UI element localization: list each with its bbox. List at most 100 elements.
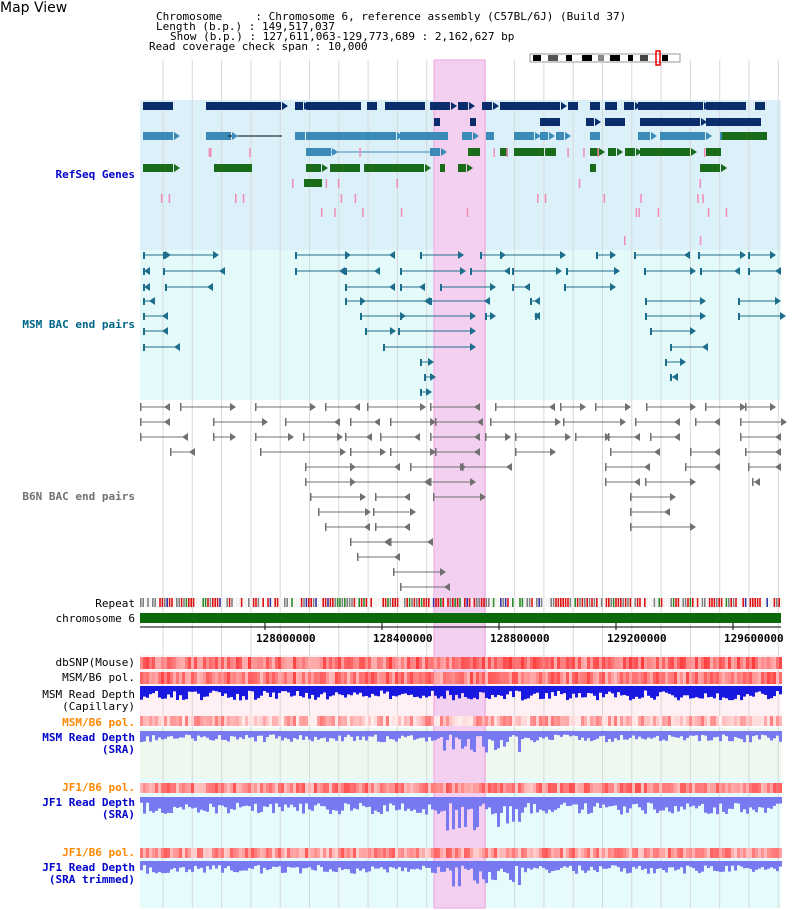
- jf1-sra-depth-bar: [341, 797, 344, 811]
- jf1-trimmed-depth-bar: [329, 861, 332, 870]
- msm-sra-depth-bar: [218, 731, 221, 736]
- msm-read-depth-capillary-label[interactable]: MSM Read Depth: [42, 688, 135, 701]
- jf1-read-depth-sra-label[interactable]: JF1 Read Depth: [42, 796, 135, 809]
- jf1-sra-depth-bar: [479, 797, 482, 807]
- bac-end-mark: [373, 508, 375, 516]
- dbsnp-heat-cell: [740, 657, 743, 669]
- repeat-label: Repeat: [95, 597, 135, 610]
- bac-end-mark: [213, 418, 215, 426]
- capillary-depth-bar: [167, 686, 170, 695]
- msm-sra-depth-bar: [770, 731, 773, 741]
- bac-end-mark: [345, 284, 347, 291]
- jf1-b6-pol-heat-cell: [182, 783, 185, 793]
- jf1-b6-pol-2-heat-cell: [191, 848, 194, 858]
- bac-end-arrow: [384, 538, 390, 546]
- dbsnp-heat-cell: [437, 657, 440, 669]
- msm-sra-depth-bar: [299, 731, 302, 736]
- msm-sra-depth-bar: [197, 731, 200, 736]
- bac-end-arrow: [164, 418, 170, 426]
- refseq-fragment: [334, 208, 336, 217]
- msm-bac-label[interactable]: MSM BAC end pairs: [22, 318, 135, 331]
- repeat-mark: [420, 598, 423, 607]
- msm-sra-depth-bar: [590, 731, 593, 742]
- jf1-b6-pol-2-heat-cell: [773, 848, 776, 858]
- jf1-sra-depth-bar: [197, 797, 200, 813]
- dbsnp-heat-cell: [251, 657, 254, 669]
- jf1-sra-depth-bar: [194, 797, 197, 808]
- bac-end-arrow: [556, 267, 562, 275]
- jf1-b6-pol-2-heat-cell: [386, 848, 389, 858]
- dbsnp-heat-cell: [287, 657, 290, 669]
- repeat-mark: [586, 598, 588, 607]
- capillary-depth-bar: [569, 686, 572, 699]
- bac-end-mark: [646, 403, 648, 411]
- jf1-b6-pol-heat-cell: [260, 783, 263, 793]
- jf1-sra-depth-bar: [395, 797, 398, 811]
- jf1-sra-depth-bar: [743, 797, 746, 810]
- repeat-mark: [471, 598, 473, 607]
- jf1-b6-pol-heat-cell: [686, 783, 689, 793]
- msm-b6-pol-sra-heat-cell: [767, 716, 770, 726]
- dbsnp-heat-cell: [455, 657, 458, 669]
- msm-b6-pol-heat-cell: [641, 672, 644, 684]
- repeat-mark: [272, 598, 274, 607]
- msm-b6-pol-sra-label[interactable]: MSM/B6 pol.: [62, 716, 135, 729]
- capillary-depth-bar: [560, 686, 563, 695]
- jf1-sra-depth-bar: [257, 797, 260, 813]
- jf1-b6-pol-2-heat-cell: [452, 848, 455, 858]
- repeat-mark: [416, 598, 418, 607]
- msm-sra-depth-bar: [359, 731, 362, 740]
- bac-end-mark: [163, 268, 165, 275]
- jf1-sra-depth-bar: [686, 797, 689, 804]
- bac-end-mark: [430, 298, 432, 305]
- jf1-b6-pol-2-heat-cell: [314, 848, 317, 858]
- msm-b6-pol-sra-heat-cell: [545, 716, 548, 726]
- capillary-depth-bar: [212, 686, 215, 691]
- refseq-fragment: [400, 208, 403, 217]
- msm-b6-pol-heat-cell: [563, 672, 566, 684]
- jf1-trimmed-depth-bar: [254, 861, 257, 866]
- capillary-depth-bar: [707, 686, 710, 698]
- jf1-trimmed-depth-bar: [674, 861, 677, 871]
- gene-strand-arrow: [701, 118, 707, 126]
- dbsnp-heat-cell: [347, 657, 350, 669]
- jf1-trimmed-depth-bar: [539, 861, 542, 867]
- jf1-b6-pol-2-label[interactable]: JF1/B6 pol.: [62, 846, 135, 859]
- jf1-trimmed-depth-bar: [614, 861, 617, 866]
- jf1-b6-pol-label[interactable]: JF1/B6 pol.: [62, 781, 135, 794]
- msm-b6-pol-label[interactable]: MSM/B6 pol.: [62, 671, 135, 684]
- jf1-b6-pol-2-heat-cell: [584, 848, 587, 858]
- msm-b6-pol-heat-cell: [233, 672, 236, 684]
- msm-read-depth-sra-label[interactable]: MSM Read Depth: [42, 731, 135, 744]
- jf1-b6-pol-2-heat-cell: [173, 848, 176, 858]
- msm-b6-pol-heat-cell: [767, 672, 770, 684]
- jf1-sra-depth-bar: [152, 797, 155, 813]
- capillary-depth-bar: [719, 686, 722, 701]
- refseq-fragment: [638, 208, 640, 217]
- msm-sra-depth-bar: [308, 731, 311, 740]
- dbsnp-heat-cell: [368, 657, 371, 669]
- jf1-sra-depth-bar: [518, 797, 521, 822]
- dbsnp-heat-cell: [338, 657, 341, 669]
- jf1-b6-pol-2-heat-cell: [311, 848, 314, 858]
- b6n-bac-label[interactable]: B6N BAC end pairs: [22, 490, 135, 503]
- dbsnp-heat-cell: [449, 657, 452, 669]
- jf1-sra-depth-bar: [599, 797, 602, 808]
- refseq-genes-label[interactable]: RefSeq Genes: [55, 168, 135, 181]
- jf1-b6-pol-heat-cell: [662, 783, 665, 793]
- msm-b6-pol-heat-cell: [203, 672, 206, 684]
- jf1-b6-pol-heat-cell: [473, 783, 476, 793]
- capillary-depth-bar: [323, 686, 326, 693]
- dbsnp-label[interactable]: dbSNP(Mouse): [55, 656, 135, 669]
- msm-b6-pol-heat-cell: [227, 672, 230, 684]
- jf1-trimmed-depth-bar: [536, 861, 539, 869]
- jf1-b6-pol-heat-cell: [590, 783, 593, 793]
- repeat-mark: [636, 598, 639, 607]
- msm-b6-pol-heat-cell: [407, 672, 410, 684]
- msm-b6-pol-sra-heat-cell: [542, 716, 545, 726]
- jf1-sra-depth-bar: [278, 797, 281, 807]
- repeat-mark: [711, 598, 713, 607]
- jf1-read-depth-trim-label[interactable]: JF1 Read Depth: [42, 861, 135, 874]
- repeat-mark: [656, 598, 658, 607]
- gene-strand-arrow: [561, 102, 567, 110]
